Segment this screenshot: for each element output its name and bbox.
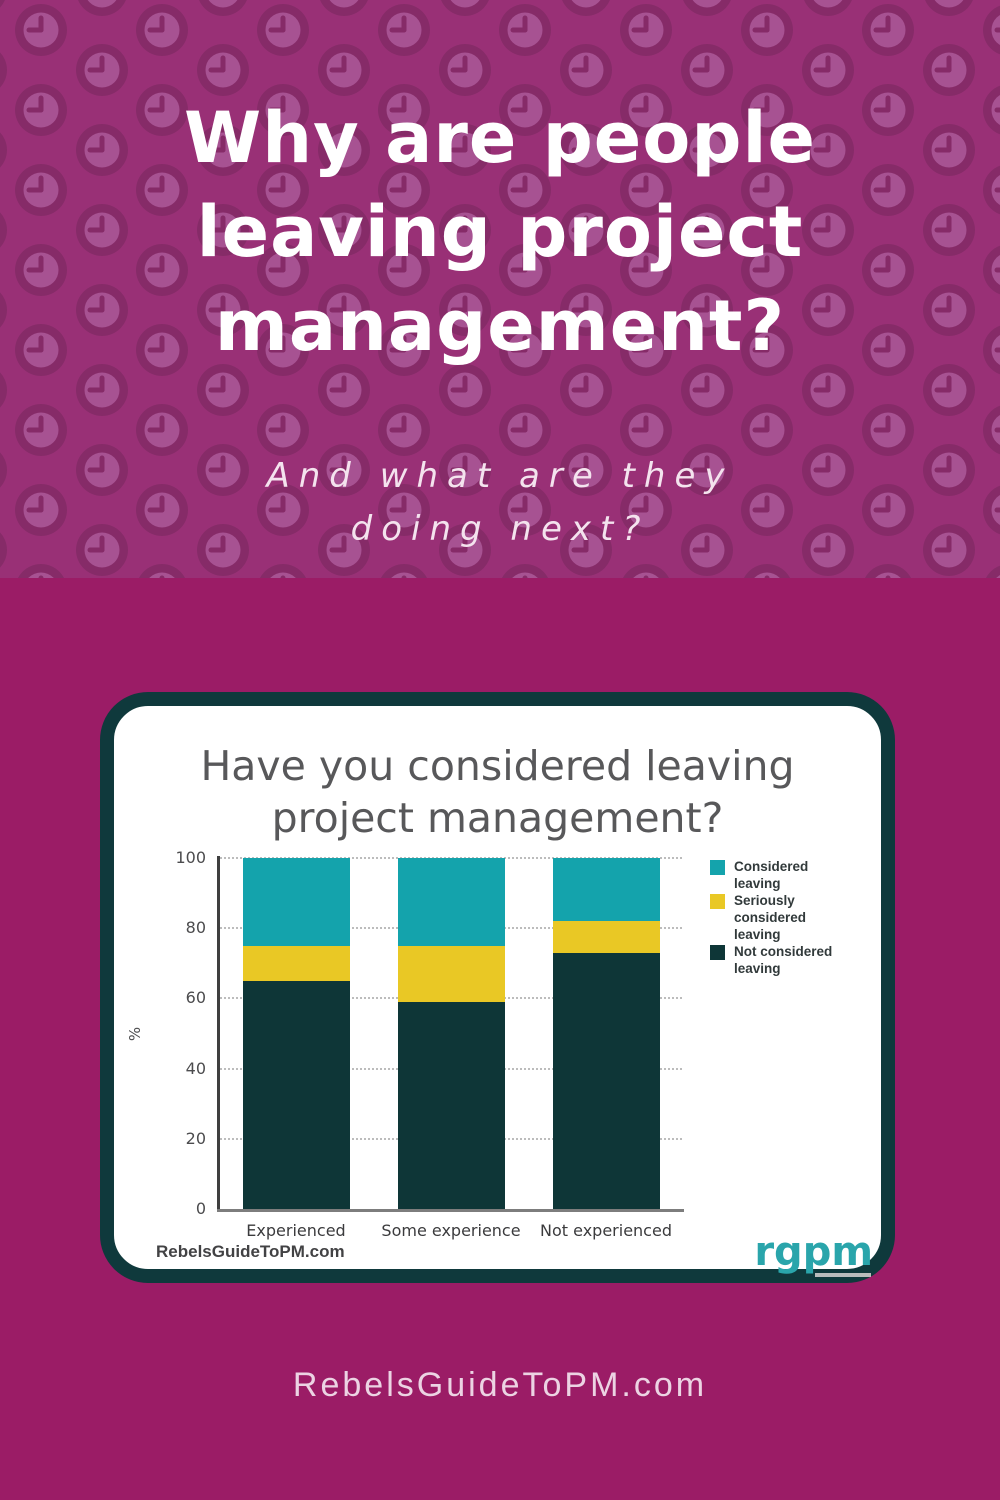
bar-segment: [242, 945, 350, 981]
y-tick-label: 100: [175, 848, 206, 867]
clock-pattern-background: [0, 0, 1000, 578]
legend-item: Seriously considered leaving: [710, 892, 885, 943]
chart-card: Have you considered leaving project mana…: [100, 692, 895, 1283]
legend-swatch: [710, 860, 725, 875]
x-category-label: Not experienced: [540, 1221, 672, 1240]
rgpm-logo-text: rgpm: [754, 1229, 873, 1275]
x-axis-line: [217, 1209, 684, 1212]
logo-tagline-microtext: [815, 1273, 871, 1277]
legend-swatch: [710, 945, 725, 960]
chart-title: Have you considered leaving project mana…: [200, 742, 795, 843]
y-tick-label: 40: [185, 1058, 206, 1078]
header-section: Why are people leaving project managemen…: [0, 0, 1000, 578]
bar-segment: [242, 858, 350, 946]
legend-label: Considered leaving: [734, 859, 809, 891]
chart-legend: Considered leaving Seriously considered l…: [710, 858, 885, 977]
bar-segment: [397, 858, 505, 946]
page-subtitle: And what are they doing next?: [266, 456, 734, 549]
x-category-label: Experienced: [246, 1221, 346, 1240]
bar-segment: [397, 1001, 505, 1209]
page-title: Why are people leaving project managemen…: [184, 97, 816, 367]
header-content: Why are people leaving project managemen…: [0, 0, 1000, 578]
rgpm-logo: rgpm: [754, 1232, 873, 1277]
card-watermark-url: RebelsGuideToPM.com: [156, 1242, 345, 1261]
legend-label: Not considered leaving: [734, 944, 833, 976]
y-tick-label: 60: [185, 988, 206, 1008]
y-axis-label: %: [126, 1026, 145, 1041]
bar-segment: [552, 952, 660, 1209]
x-category-label: Some experience: [381, 1221, 521, 1240]
site-url: RebelsGuideToPM.com: [292, 1366, 708, 1404]
bar-segment: [242, 980, 350, 1209]
y-tick-label: 20: [185, 1128, 206, 1148]
legend-item: Not considered leaving: [710, 943, 885, 977]
y-axis-line: [217, 856, 220, 1212]
bar-segment: [552, 921, 660, 953]
legend-item: Considered leaving: [710, 858, 885, 892]
legend-label: Seriously considered leaving: [734, 893, 807, 942]
y-tick-label: 0: [195, 1199, 206, 1218]
bar-segment: [397, 945, 505, 1002]
plot-area: % 0 20 40 60 80 100 Experienced Some experience…: [126, 848, 684, 1240]
y-tick-label: 80: [185, 918, 206, 938]
legend-swatch: [710, 894, 725, 909]
bar-segment: [552, 858, 660, 922]
